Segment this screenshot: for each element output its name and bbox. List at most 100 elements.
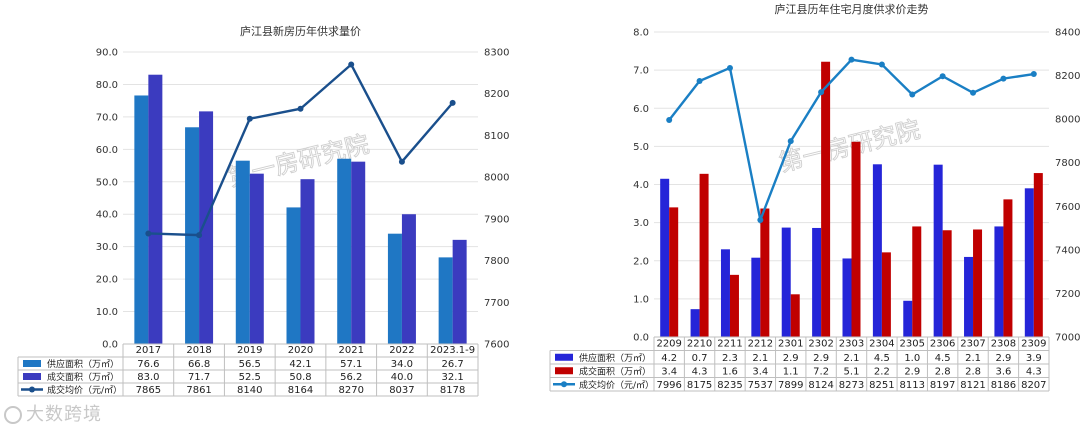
- data-table-cell: 8037: [389, 385, 414, 396]
- bar-1-2303: [851, 141, 861, 337]
- bar-0-2021: [337, 158, 352, 344]
- bar-0-2303: [842, 258, 852, 337]
- legend-swatch: [555, 353, 573, 361]
- bar-1-2022: [401, 214, 416, 344]
- bar-0-2301: [781, 227, 791, 337]
- right-axis-tick-label: 8200: [1055, 71, 1080, 82]
- legend-swatch: [555, 367, 573, 375]
- price-point-2212: [757, 217, 764, 224]
- right-axis-tick-label: 7800: [484, 256, 509, 267]
- bar-1-2211: [729, 274, 739, 337]
- data-table-cell: 8124: [808, 380, 833, 391]
- data-table-cell: 50.8: [289, 372, 311, 383]
- data-table-cell: 32.1: [442, 372, 464, 383]
- right-axis-tick-label: 8000: [1055, 115, 1080, 126]
- right-axis-tick-label: 7700: [484, 298, 509, 309]
- x-tick-label: 2017: [136, 345, 161, 356]
- price-point-2309: [1030, 71, 1037, 78]
- left-axis-tick-label: 60.0: [96, 145, 118, 156]
- right-axis-tick-label: 7200: [1055, 289, 1080, 300]
- legend-swatch: [23, 373, 41, 380]
- bar-0-2209: [660, 178, 670, 337]
- bar-1-2306: [942, 230, 952, 337]
- brand-logo-icon: [4, 406, 22, 424]
- data-table-cell: 2.8: [965, 366, 981, 377]
- legend-label: 成交均价（元/㎡）: [579, 379, 654, 391]
- left-axis-tick-label: 20.0: [96, 275, 118, 286]
- data-table-cell: 8273: [839, 380, 864, 391]
- data-table-cell: 3.9: [1026, 353, 1042, 364]
- x-tick-label: 2308: [991, 339, 1016, 350]
- data-table-cell: 8121: [960, 380, 985, 391]
- legend-marker: [29, 386, 35, 393]
- data-table-cell: 8113: [900, 380, 925, 391]
- data-table-cell: 0.7: [692, 353, 708, 364]
- price-point-2308: [1000, 75, 1007, 82]
- right-axis-tick-label: 7400: [1055, 245, 1080, 256]
- left-axis-tick-label: 5.0: [633, 142, 649, 153]
- data-table-cell: 26.7: [442, 359, 464, 370]
- right-axis-tick-label: 8400: [1055, 28, 1080, 39]
- bar-0-2212: [751, 257, 761, 337]
- x-tick-label: 2021: [338, 345, 363, 356]
- data-table-cell: 7899: [778, 380, 803, 391]
- data-table-cell: 2.8: [935, 366, 951, 377]
- right-axis-tick-label: 7000: [1055, 333, 1080, 344]
- left-axis-tick-label: 0.0: [102, 340, 118, 351]
- monthly-chart-svg: 庐江县历年住宅月度供求价走势 0.0 1.0 2.0 3.0 4.0 5.0 6.0 7.0 8.…: [549, 2, 1080, 392]
- left-axis-tick-label: 8.0: [633, 28, 649, 39]
- bar-0-2210: [690, 309, 700, 337]
- data-table-cell: 8251: [869, 380, 894, 391]
- bar-1-2210: [699, 173, 709, 337]
- x-tick-label: 2020: [288, 345, 313, 356]
- data-table-cell: 4.3: [692, 366, 708, 377]
- data-table-cell: 1.1: [783, 366, 799, 377]
- data-table-cell: 8140: [237, 385, 262, 396]
- brand-text: 大数跨境: [26, 404, 102, 425]
- price-point-2023.1-9: [449, 99, 456, 106]
- legend-marker: [561, 381, 567, 388]
- bar-1-2212: [760, 208, 770, 337]
- data-table-cell: 1.6: [722, 366, 738, 377]
- x-tick-label: 2306: [930, 339, 955, 350]
- data-table-cell: 40.0: [391, 372, 413, 383]
- right-axis-tick-label: 7600: [1055, 202, 1080, 213]
- data-table-cell: 3.6: [995, 366, 1011, 377]
- left-axis-tick-label: 70.0: [96, 112, 118, 123]
- price-point-2017: [145, 230, 152, 237]
- left-axis-tick-label: 7.0: [633, 66, 649, 77]
- bar-0-2308: [994, 226, 1004, 337]
- legend-label: 供应面积（万㎡）: [47, 358, 119, 370]
- legend-swatch: [23, 360, 41, 367]
- data-table-cell: 4.2: [661, 353, 677, 364]
- bar-1-2301: [790, 294, 800, 337]
- chart-title: 庐江县新房历年供求量价: [240, 24, 361, 38]
- bar-0-2020: [286, 207, 301, 344]
- data-table-cell: 71.7: [188, 372, 210, 383]
- data-table-cell: 8186: [991, 380, 1016, 391]
- data-table-cell: 52.5: [239, 372, 261, 383]
- right-axis-tick-label: 7800: [1055, 158, 1080, 169]
- bar-1-2309: [1033, 173, 1043, 337]
- price-point-2301: [787, 138, 794, 145]
- bar-1-2019: [249, 173, 264, 344]
- left-axis-tick-label: 90.0: [96, 48, 118, 59]
- data-table-cell: 3.4: [661, 366, 677, 377]
- data-table-cell: 2.1: [844, 353, 860, 364]
- bar-1-2302: [821, 61, 831, 338]
- price-point-2306: [939, 73, 946, 80]
- data-table-cell: 2.1: [965, 353, 981, 364]
- watermark-text: 第一房研究院: [776, 115, 922, 177]
- data-table-cell: 7861: [186, 385, 211, 396]
- legend-label: 成交面积（万㎡）: [579, 365, 651, 377]
- left-axis-tick-label: 40.0: [96, 210, 118, 221]
- right-axis-tick-label: 8200: [484, 89, 509, 100]
- bar-1-2020: [300, 179, 315, 344]
- right-axis-tick-label: 7900: [484, 214, 509, 225]
- right-axis-tick-label: 8300: [484, 48, 509, 59]
- bar-0-2304: [872, 164, 882, 337]
- data-table-cell: 34.0: [391, 359, 413, 370]
- bar-1-2307: [973, 229, 983, 337]
- price-point-2210: [696, 78, 703, 85]
- x-tick-label: 2210: [687, 339, 712, 350]
